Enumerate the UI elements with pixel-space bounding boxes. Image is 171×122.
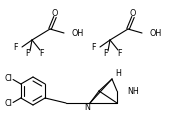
Text: F: F <box>26 50 30 59</box>
Text: OH: OH <box>150 29 162 37</box>
Text: O: O <box>52 10 58 19</box>
Text: F: F <box>104 50 108 59</box>
Text: F: F <box>14 42 18 51</box>
Text: F: F <box>91 42 96 51</box>
Text: N: N <box>84 102 90 112</box>
Text: F: F <box>118 49 122 57</box>
Text: Cl: Cl <box>4 99 12 108</box>
Text: OH: OH <box>72 29 84 37</box>
Text: NH: NH <box>127 86 139 96</box>
Text: O: O <box>130 10 136 19</box>
Text: Cl: Cl <box>4 74 12 83</box>
Text: H: H <box>115 70 121 78</box>
Text: F: F <box>40 49 44 57</box>
